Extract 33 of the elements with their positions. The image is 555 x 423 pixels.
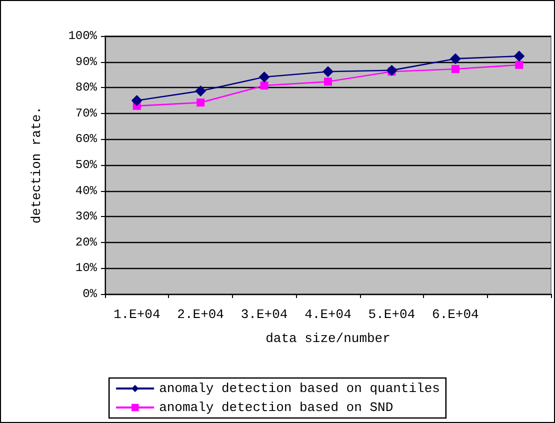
y-tick-label: 90% bbox=[75, 54, 98, 69]
x-tick-label: 6.E+04 bbox=[432, 307, 480, 322]
point bbox=[196, 98, 205, 107]
point bbox=[195, 85, 206, 96]
point bbox=[260, 82, 268, 90]
point bbox=[514, 50, 525, 62]
y-tick-label: 20% bbox=[75, 235, 98, 250]
x-axis-title: data size/number bbox=[266, 331, 390, 346]
x-tick-label: 3.E+04 bbox=[240, 307, 288, 322]
point bbox=[322, 66, 334, 78]
x-tick-label: 1.E+04 bbox=[113, 307, 160, 322]
y-axis-title: detection rate. bbox=[29, 106, 44, 224]
y-tick-label: 0% bbox=[82, 287, 98, 301]
x-tick-label: 4.E+04 bbox=[304, 307, 352, 322]
y-tick-label: 50% bbox=[75, 158, 98, 172]
point bbox=[515, 60, 524, 69]
y-tick-label: 60% bbox=[75, 132, 98, 146]
y-tick-label: 40% bbox=[75, 184, 98, 198]
point bbox=[131, 95, 142, 106]
x-tick-label: 5.E+04 bbox=[368, 307, 416, 322]
point bbox=[324, 78, 332, 86]
point bbox=[386, 64, 398, 76]
x-tick-label: 2.E+04 bbox=[177, 307, 224, 322]
y-tick-label: 30% bbox=[75, 210, 98, 224]
y-tick-label: 80% bbox=[75, 80, 98, 95]
y-tick-label: 70% bbox=[75, 106, 98, 120]
point bbox=[450, 53, 461, 64]
y-tick-label: 100% bbox=[68, 29, 98, 43]
point bbox=[451, 65, 460, 74]
point bbox=[258, 72, 270, 83]
legend-label: anomaly detection based on SND bbox=[159, 400, 394, 415]
y-tick-label: 10% bbox=[75, 261, 98, 276]
legend-label: anomaly detection based on quantiles bbox=[159, 381, 440, 396]
